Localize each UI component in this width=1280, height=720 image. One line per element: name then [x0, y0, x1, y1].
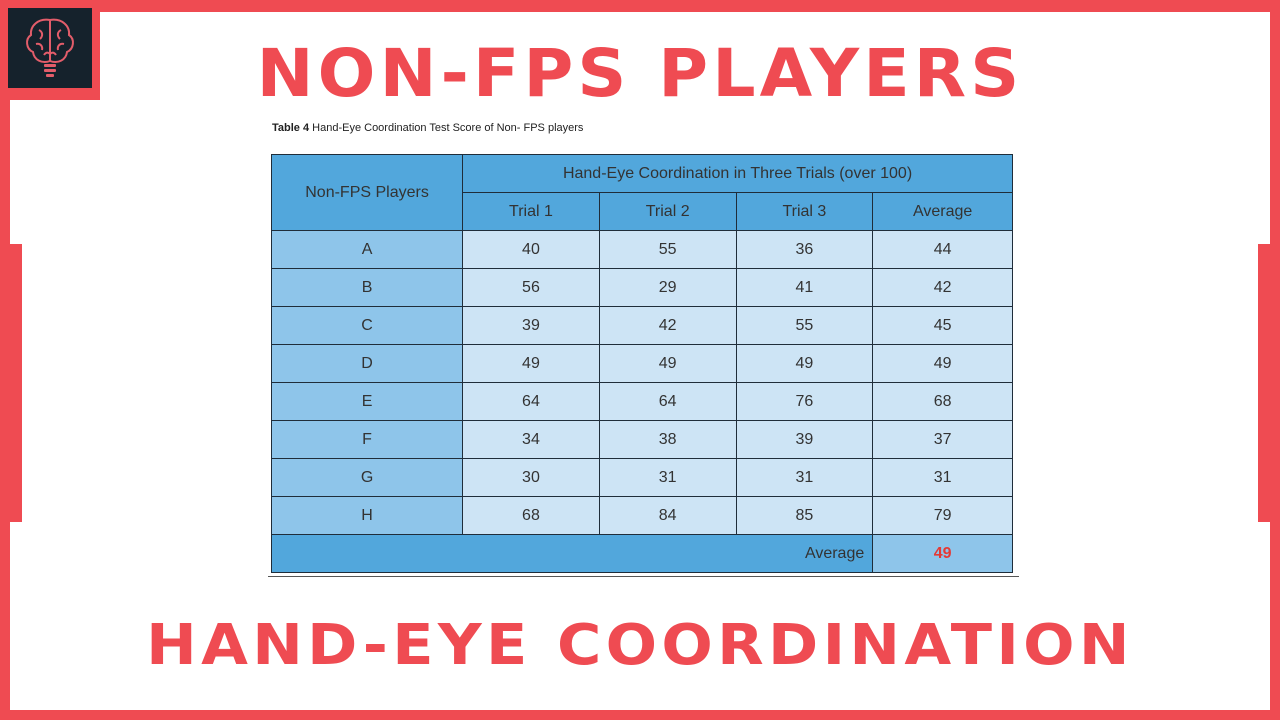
- row-label: H: [270, 496, 464, 535]
- table-cell: 29: [598, 268, 737, 307]
- table-cell: 56: [462, 268, 600, 307]
- brain-lightbulb-icon: [26, 18, 74, 77]
- table-underline: [268, 576, 1019, 577]
- corner-header: Non-FPS Players: [270, 154, 464, 231]
- row-label: B: [270, 268, 464, 307]
- column-header: Trial 3: [735, 192, 874, 231]
- caption-label: Table 4: [272, 122, 310, 134]
- table-cell: 84: [598, 496, 737, 535]
- table-cell: 64: [462, 382, 600, 421]
- table-cell: 34: [462, 420, 600, 459]
- table-cell: 45: [872, 306, 1013, 345]
- table-cell: 55: [598, 230, 737, 269]
- table-cell: 42: [598, 306, 737, 345]
- footer-label: Average: [270, 534, 874, 573]
- table-cell: 37: [872, 420, 1013, 459]
- table-cell: 31: [735, 458, 874, 497]
- table-cell: 40: [462, 230, 600, 269]
- table-row: C 39 42 55 45: [270, 306, 1013, 345]
- table-cell: 64: [598, 382, 737, 421]
- table-cell: 68: [872, 382, 1013, 421]
- logo: [0, 0, 100, 100]
- frame-left: [0, 95, 10, 720]
- table-cell: 49: [872, 344, 1013, 383]
- table-cell: 39: [462, 306, 600, 345]
- column-header: Trial 2: [598, 192, 737, 231]
- table-row: G 30 31 31 31: [270, 458, 1013, 497]
- table-cell: 44: [872, 230, 1013, 269]
- row-label: D: [270, 344, 464, 383]
- table-cell: 49: [735, 344, 874, 383]
- table-row: F 34 38 39 37: [270, 420, 1013, 459]
- table-row: B 56 29 41 42: [270, 268, 1013, 307]
- caption-text: Hand-Eye Coordination Test Score of Non-…: [309, 122, 584, 134]
- group-header: Hand-Eye Coordination in Three Trials (o…: [462, 154, 1013, 193]
- column-header: Average: [872, 192, 1013, 231]
- table-cell: 41: [735, 268, 874, 307]
- table-row: E 64 64 76 68: [270, 382, 1013, 421]
- table-cell: 39: [735, 420, 874, 459]
- table-cell: 36: [735, 230, 874, 269]
- frame-tab-left: [10, 244, 22, 522]
- table-cell: 79: [872, 496, 1013, 535]
- table-cell: 49: [598, 344, 737, 383]
- page-title: NON-FPS PLAYERS: [256, 35, 1024, 112]
- footer-row: Average 49: [270, 534, 1013, 573]
- table-cell: 85: [735, 496, 874, 535]
- column-header: Trial 1: [462, 192, 600, 231]
- table-cell: 30: [462, 458, 600, 497]
- table-cell: 42: [872, 268, 1013, 307]
- table-cell: 38: [598, 420, 737, 459]
- table-caption: Table 4 Hand-Eye Coordination Test Score…: [272, 122, 583, 134]
- frame-right: [1270, 0, 1280, 720]
- table-row: A 40 55 36 44: [270, 230, 1013, 269]
- row-label: F: [270, 420, 464, 459]
- table-cell: 68: [462, 496, 600, 535]
- table-cell: 31: [872, 458, 1013, 497]
- page-subtitle: HAND-EYE COORDINATION: [146, 613, 1134, 678]
- scores-table: Non-FPS Players Hand-Eye Coordination in…: [270, 154, 1013, 573]
- overall-average: 49: [872, 534, 1013, 573]
- table-cell: 31: [598, 458, 737, 497]
- row-label: E: [270, 382, 464, 421]
- table-cell: 76: [735, 382, 874, 421]
- table-cell: 55: [735, 306, 874, 345]
- frame-bottom: [0, 710, 1280, 720]
- table-row: D 49 49 49 49: [270, 344, 1013, 383]
- frame-top: [0, 0, 1280, 12]
- table-cell: 49: [462, 344, 600, 383]
- row-label: G: [270, 458, 464, 497]
- row-label: A: [270, 230, 464, 269]
- frame-tab-right: [1258, 244, 1270, 522]
- table-row: H 68 84 85 79: [270, 496, 1013, 535]
- row-label: C: [270, 306, 464, 345]
